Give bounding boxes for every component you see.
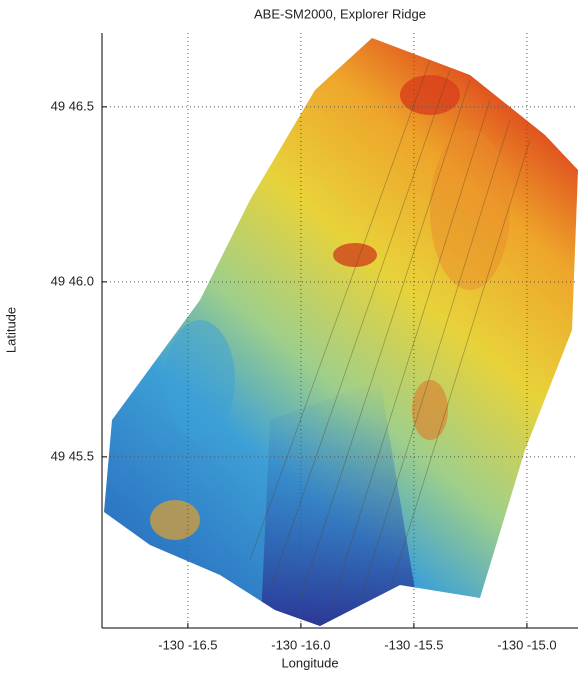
x-tick-label: -130 -15.0 <box>497 637 556 652</box>
bathymetry-swath <box>100 30 581 640</box>
x-tick-label: -130 -16.5 <box>158 637 217 652</box>
y-tick-label: 49 46.5 <box>51 98 94 113</box>
x-axis-label: Longitude <box>281 655 338 670</box>
y-tick-label: 49 46.0 <box>51 273 94 288</box>
x-tick-label: -130 -15.5 <box>384 637 443 652</box>
y-axis-label: Latitude <box>3 307 18 353</box>
map-figure: ABE-SM2000, Explorer Ridge Longitude Lat… <box>0 0 581 680</box>
y-tick-label: 49 45.5 <box>51 448 94 463</box>
map-title: ABE-SM2000, Explorer Ridge <box>254 6 426 21</box>
x-tick-label: -130 -16.0 <box>271 637 330 652</box>
